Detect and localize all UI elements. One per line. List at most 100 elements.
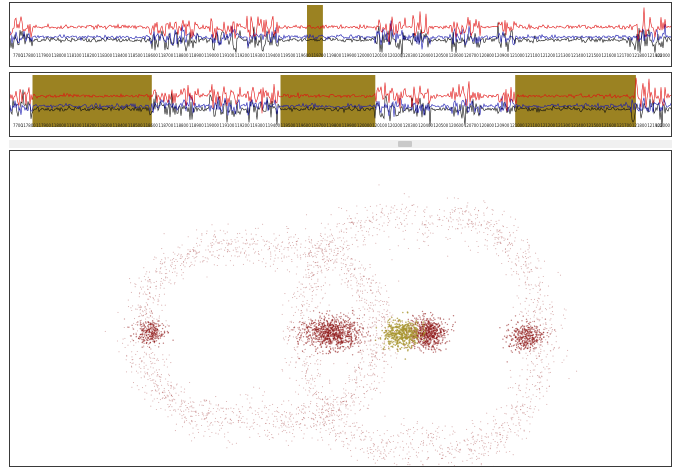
detail-axis-tick-label: 118800	[173, 124, 189, 129]
detail-blue-series-line	[10, 93, 671, 117]
detail-axis-tick-label: 119900	[341, 124, 357, 129]
detail-axis-tick-label: 120300	[402, 124, 418, 129]
overview-axis-tick-label: 121900	[647, 54, 663, 59]
overview-axis-tick-label: 119400	[265, 54, 281, 59]
detail-axis-tick-label: 119700	[311, 124, 326, 129]
detail-axis-tick-label: 118600	[143, 124, 158, 129]
overview-timeline-panel[interactable]: 7700 117800 117900 118000 118100 118200 118300…	[9, 2, 672, 67]
overview-axis-tick-label: 118600	[143, 54, 158, 59]
detail-selection-window-1[interactable]	[32, 75, 152, 127]
overview-axis-tick-label: 122000	[655, 54, 670, 59]
detail-axis-tick-label: 121900	[647, 124, 663, 129]
trajectory-points	[104, 184, 578, 466]
overview-axis-tick-label: 118400	[112, 54, 128, 59]
detail-axis-tick-label: 118200	[82, 124, 97, 129]
overview-red-series-line	[10, 7, 671, 43]
detail-axis-tick-label: 119100	[219, 124, 235, 129]
overview-axis-tick-label: 120500	[433, 54, 449, 59]
detail-axis-tick-label: 118300	[97, 124, 113, 129]
detail-axis-tick-label: 117800	[20, 124, 36, 129]
overview-axis-tick-label: 120900	[494, 54, 510, 59]
overview-axis-tick-label: 118300	[97, 54, 113, 59]
detail-axis-tick-label: 121700	[616, 124, 632, 129]
detail-axis-tick-label: 120500	[433, 124, 449, 129]
detail-axis-tick-label: 121600	[601, 124, 617, 129]
detail-axis-tick-label: 118000	[51, 124, 67, 129]
detail-selection-window-3[interactable]	[515, 75, 636, 127]
detail-timeline-panel[interactable]: 7700 117800 117900 118000 118100 118200 118300…	[9, 72, 672, 137]
overview-axis-tick-label: 119800	[326, 54, 342, 59]
overview-axis-tick-label: 118700	[158, 54, 174, 59]
detail-axis-tick-label: 119000	[204, 124, 220, 129]
overview-axis-tick-label: 119000	[204, 54, 220, 59]
detail-time-axis: 7700 117800 117900 118000 118100 118200 118300…	[10, 124, 671, 132]
overview-axis-tick-label: 120600	[448, 54, 464, 59]
detail-axis-tick-label: 120000	[357, 124, 372, 129]
overview-axis-tick-label: 119500	[280, 54, 296, 59]
detail-axis-tick-label: 117900	[36, 124, 51, 129]
detail-axis-tick-label: 120600	[448, 124, 464, 129]
overview-axis-tick-label: 120100	[372, 54, 388, 59]
detail-axis-tick-label: 119400	[265, 124, 281, 129]
detail-red-series-line	[10, 77, 671, 114]
detail-axis-tick-label: 119800	[326, 124, 342, 129]
overview-axis-tick-label: 121700	[616, 54, 632, 59]
overview-axis-tick-label: 119200	[234, 54, 250, 59]
overview-axis-tick-label: 117800	[20, 54, 36, 59]
detail-axis-tick-label: 118700	[158, 124, 174, 129]
trajectory-scatter-plot[interactable]	[10, 151, 672, 467]
detail-timeline-plot[interactable]	[10, 73, 672, 137]
detail-axis-tick-label: 118400	[112, 124, 128, 129]
overview-axis-tick-label: 119900	[341, 54, 357, 59]
detail-axis-tick-label: 121400	[570, 124, 586, 129]
detail-axis-tick-label: 120100	[372, 124, 388, 129]
detail-black-series-line	[10, 89, 671, 128]
overview-axis-tick-label: 118900	[188, 54, 204, 59]
overview-axis-tick-label: 120400	[418, 54, 433, 59]
detail-axis-tick-label: 120800	[479, 124, 495, 129]
detail-axis-tick-label: 118500	[127, 124, 143, 129]
trajectory-scatter-panel[interactable]	[9, 150, 672, 467]
overview-axis-tick-label: 118100	[66, 54, 82, 59]
detail-axis-tick-label: 120400	[418, 124, 433, 129]
overview-axis-tick-label: 118200	[82, 54, 97, 59]
detail-axis-tick-label: 118100	[66, 124, 82, 129]
detail-selection-window-2[interactable]	[280, 75, 376, 127]
detail-axis-tick-label: 121200	[540, 124, 556, 129]
overview-axis-tick-label: 120300	[402, 54, 418, 59]
detail-axis-tick-label: 118900	[188, 124, 204, 129]
detail-axis-tick-label: 121300	[555, 124, 571, 129]
detail-axis-tick-label: 121800	[632, 124, 647, 129]
overview-axis-tick-label: 120000	[357, 54, 372, 59]
overview-axis-tick-label: 118800	[173, 54, 189, 59]
overview-blue-series-line	[10, 20, 671, 50]
timeline-scrollbar[interactable]	[9, 140, 672, 148]
overview-axis-tick-label: 121500	[586, 54, 601, 59]
overview-axis-tick-label: 121800	[632, 54, 647, 59]
detail-axis-tick-label: 120700	[463, 124, 479, 129]
detail-axis-tick-label: 119500	[280, 124, 296, 129]
detail-axis-tick-label: 119300	[250, 124, 265, 129]
detail-axis-tick-label: 120900	[494, 124, 510, 129]
detail-axis-tick-label: 121000	[509, 124, 525, 129]
overview-axis-tick-label: 121100	[525, 54, 540, 59]
scrollbar-thumb[interactable]	[398, 141, 412, 147]
overview-axis-tick-label: 120800	[479, 54, 495, 59]
overview-axis-tick-label: 120200	[387, 54, 403, 59]
overview-axis-tick-label: 119300	[250, 54, 265, 59]
overview-black-series-line	[10, 22, 671, 58]
overview-selection-window[interactable]	[307, 5, 323, 57]
overview-axis-tick-label: 121400	[570, 54, 586, 59]
detail-axis-tick-label: 119200	[234, 124, 250, 129]
overview-axis-tick-label: 121000	[509, 54, 525, 59]
detail-axis-tick-label: 121100	[525, 124, 540, 129]
overview-axis-tick-label: 121600	[601, 54, 617, 59]
overview-axis-tick-label: 119600	[295, 54, 311, 59]
detail-axis-tick-label: 119600	[295, 124, 311, 129]
overview-timeline-plot[interactable]	[10, 3, 672, 67]
overview-axis-tick-label: 118000	[51, 54, 67, 59]
overview-axis-tick-label: 121200	[540, 54, 556, 59]
overview-axis-tick-label: 119700	[311, 54, 326, 59]
detail-axis-tick-label: 120200	[387, 124, 403, 129]
detail-axis-tick-label: 122000	[655, 124, 670, 129]
